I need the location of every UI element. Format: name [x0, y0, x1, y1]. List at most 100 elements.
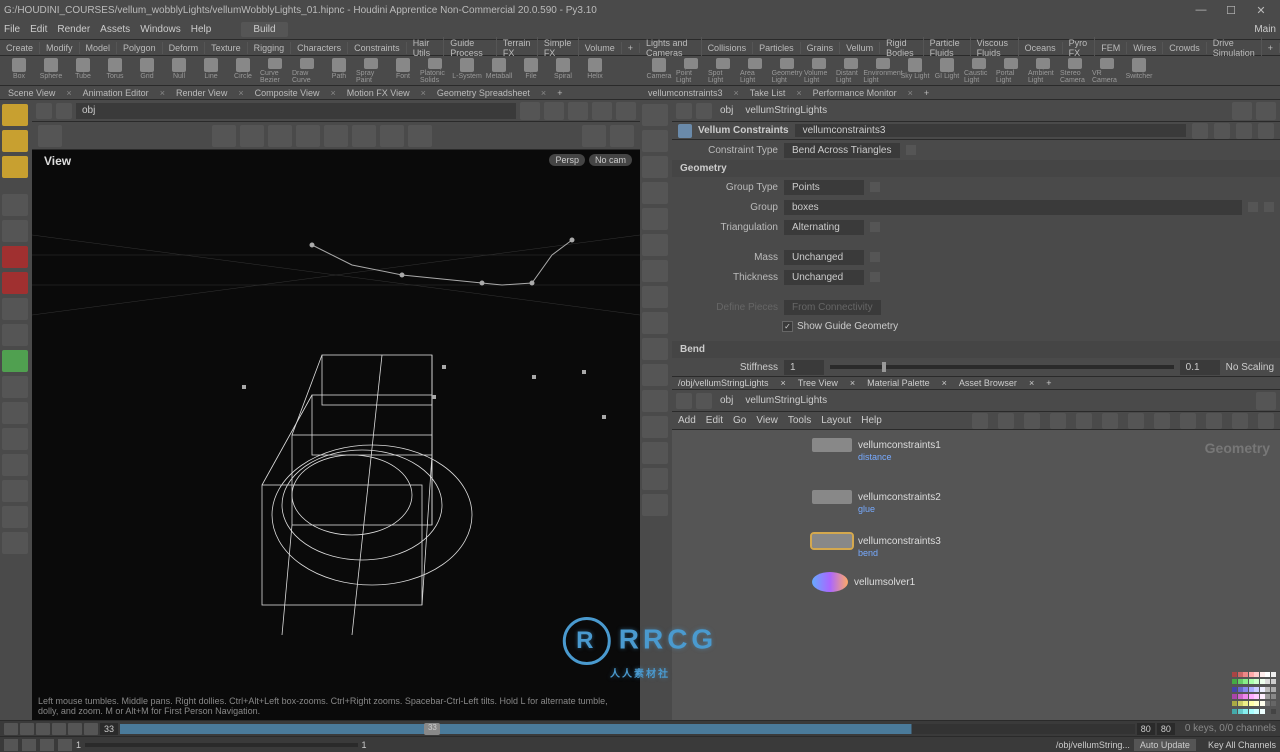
ctx-tab[interactable]: Animation Editor: [75, 87, 157, 99]
tool-misc[interactable]: [2, 506, 28, 528]
net-menu[interactable]: Edit: [706, 415, 723, 426]
shelf-tab[interactable]: Texture: [205, 42, 248, 54]
shelf-tool[interactable]: Platonic Solids: [420, 58, 450, 84]
viewport-3d[interactable]: View Persp No cam: [32, 150, 640, 720]
ctx-tab[interactable]: Motion FX View: [339, 87, 418, 99]
rtool[interactable]: [642, 312, 668, 334]
shelf-tool[interactable]: Camera: [644, 58, 674, 84]
shelf-tab[interactable]: Oceans: [1019, 42, 1063, 54]
rtool[interactable]: [642, 234, 668, 256]
shelf-tool[interactable]: Null: [164, 58, 194, 84]
shelf-tab[interactable]: Particles: [753, 42, 801, 54]
menu-help[interactable]: Help: [191, 24, 212, 35]
ctx-tab[interactable]: Scene View: [0, 87, 63, 99]
shelf-tool[interactable]: L-System: [452, 58, 482, 84]
gear-icon[interactable]: [1256, 102, 1276, 120]
chevron-down-icon[interactable]: [870, 272, 880, 282]
rtool[interactable]: [642, 364, 668, 386]
end-frame2[interactable]: 80: [1157, 723, 1175, 735]
fwd-icon[interactable]: [696, 103, 712, 119]
net-tab[interactable]: /obj/vellumStringLights: [672, 377, 775, 389]
net-tab[interactable]: Tree View: [792, 377, 844, 389]
shelf-tool[interactable]: Path: [324, 58, 354, 84]
rtool[interactable]: [642, 130, 668, 152]
menu-edit[interactable]: Edit: [30, 24, 47, 35]
shelf-tab[interactable]: Modify: [40, 42, 80, 54]
shelf-tool[interactable]: Circle: [228, 58, 258, 84]
vp-tool[interactable]: [408, 125, 432, 147]
status-btn[interactable]: [40, 739, 54, 751]
status-btn[interactable]: [58, 739, 72, 751]
next-frame-icon[interactable]: [68, 723, 82, 735]
close-icon[interactable]: ×: [793, 88, 804, 98]
path-input[interactable]: [76, 103, 516, 119]
back-icon[interactable]: [676, 393, 692, 409]
rtool[interactable]: [642, 260, 668, 282]
shelf-tab[interactable]: Vellum: [840, 42, 880, 54]
last-frame-icon[interactable]: [84, 723, 98, 735]
shelf-tab[interactable]: Rigging: [248, 42, 292, 54]
param-dropdown[interactable]: Unchanged: [784, 270, 864, 285]
shelf-tool[interactable]: Area Light: [740, 58, 770, 84]
slider-track[interactable]: [830, 365, 1174, 369]
tool-select[interactable]: [2, 104, 28, 126]
menu-assets[interactable]: Assets: [100, 24, 130, 35]
slider-thumb[interactable]: [882, 362, 886, 372]
param-value[interactable]: 1: [784, 360, 824, 375]
path-btn[interactable]: [592, 102, 612, 120]
section-bend[interactable]: Bend: [672, 341, 1280, 358]
net-tab[interactable]: Asset Browser: [953, 377, 1023, 389]
close-icon[interactable]: ×: [418, 88, 429, 98]
close-icon[interactable]: ×: [538, 88, 549, 98]
status-btn[interactable]: [22, 739, 36, 751]
status-btn[interactable]: [4, 739, 18, 751]
shelf-tool[interactable]: Stereo Camera: [1060, 58, 1090, 84]
tool-handle[interactable]: [2, 130, 28, 152]
tool-x[interactable]: [2, 298, 28, 320]
rtool[interactable]: [642, 208, 668, 230]
tool-star[interactable]: [2, 324, 28, 346]
node-name[interactable]: vellumconstraints3: [795, 124, 1186, 137]
add-tab-icon[interactable]: +: [916, 87, 937, 99]
shelf-tool[interactable]: Point Light: [676, 58, 706, 84]
shelf-tab[interactable]: Model: [80, 42, 118, 54]
fwd-icon[interactable]: [696, 393, 712, 409]
ctx-tab[interactable]: Geometry Spreadsheet: [429, 87, 538, 99]
vp-tool[interactable]: [268, 125, 292, 147]
tool-arrow[interactable]: [2, 194, 28, 216]
rtool[interactable]: [642, 390, 668, 412]
playhead[interactable]: 33: [424, 723, 440, 735]
net-tool-icon[interactable]: [998, 413, 1014, 429]
rtool[interactable]: [642, 182, 668, 204]
back-icon[interactable]: [676, 103, 692, 119]
shelf-tool[interactable]: Geometry Light: [772, 58, 802, 84]
tool-gear[interactable]: [2, 480, 28, 502]
param-dropdown[interactable]: Points: [784, 180, 864, 195]
crumb[interactable]: vellumStringLights: [741, 395, 831, 406]
shelf-tool[interactable]: Volume Light: [804, 58, 834, 84]
rtool[interactable]: [642, 286, 668, 308]
vp-tool[interactable]: [240, 125, 264, 147]
shelf-tab[interactable]: Constraints: [348, 42, 407, 54]
net-menu[interactable]: Tools: [788, 415, 811, 426]
net-tool-icon[interactable]: [1024, 413, 1040, 429]
info-icon[interactable]: [1236, 123, 1252, 139]
rtool[interactable]: [642, 104, 668, 126]
pin-icon[interactable]: [1232, 102, 1252, 120]
shelf-tool[interactable]: Sky Light: [900, 58, 930, 84]
shelf-tab[interactable]: Crowds: [1163, 42, 1207, 54]
shelf-tool[interactable]: Helix: [580, 58, 610, 84]
build-desktop[interactable]: Build: [241, 22, 287, 37]
net-tool-icon[interactable]: [1050, 413, 1066, 429]
ctx-tab[interactable]: Composite View: [247, 87, 328, 99]
shelf-tab[interactable]: Create: [0, 42, 40, 54]
min-btn[interactable]: —: [1186, 4, 1216, 16]
crumb[interactable]: obj: [716, 105, 737, 116]
net-tool-icon[interactable]: [1206, 413, 1222, 429]
gear-icon[interactable]: [1192, 123, 1208, 139]
rtool[interactable]: [642, 338, 668, 360]
help-icon[interactable]: [610, 125, 634, 147]
close-icon[interactable]: ×: [775, 377, 792, 389]
shelf-tool[interactable]: Font: [388, 58, 418, 84]
network-node[interactable]: vellumsolver1: [812, 572, 915, 592]
